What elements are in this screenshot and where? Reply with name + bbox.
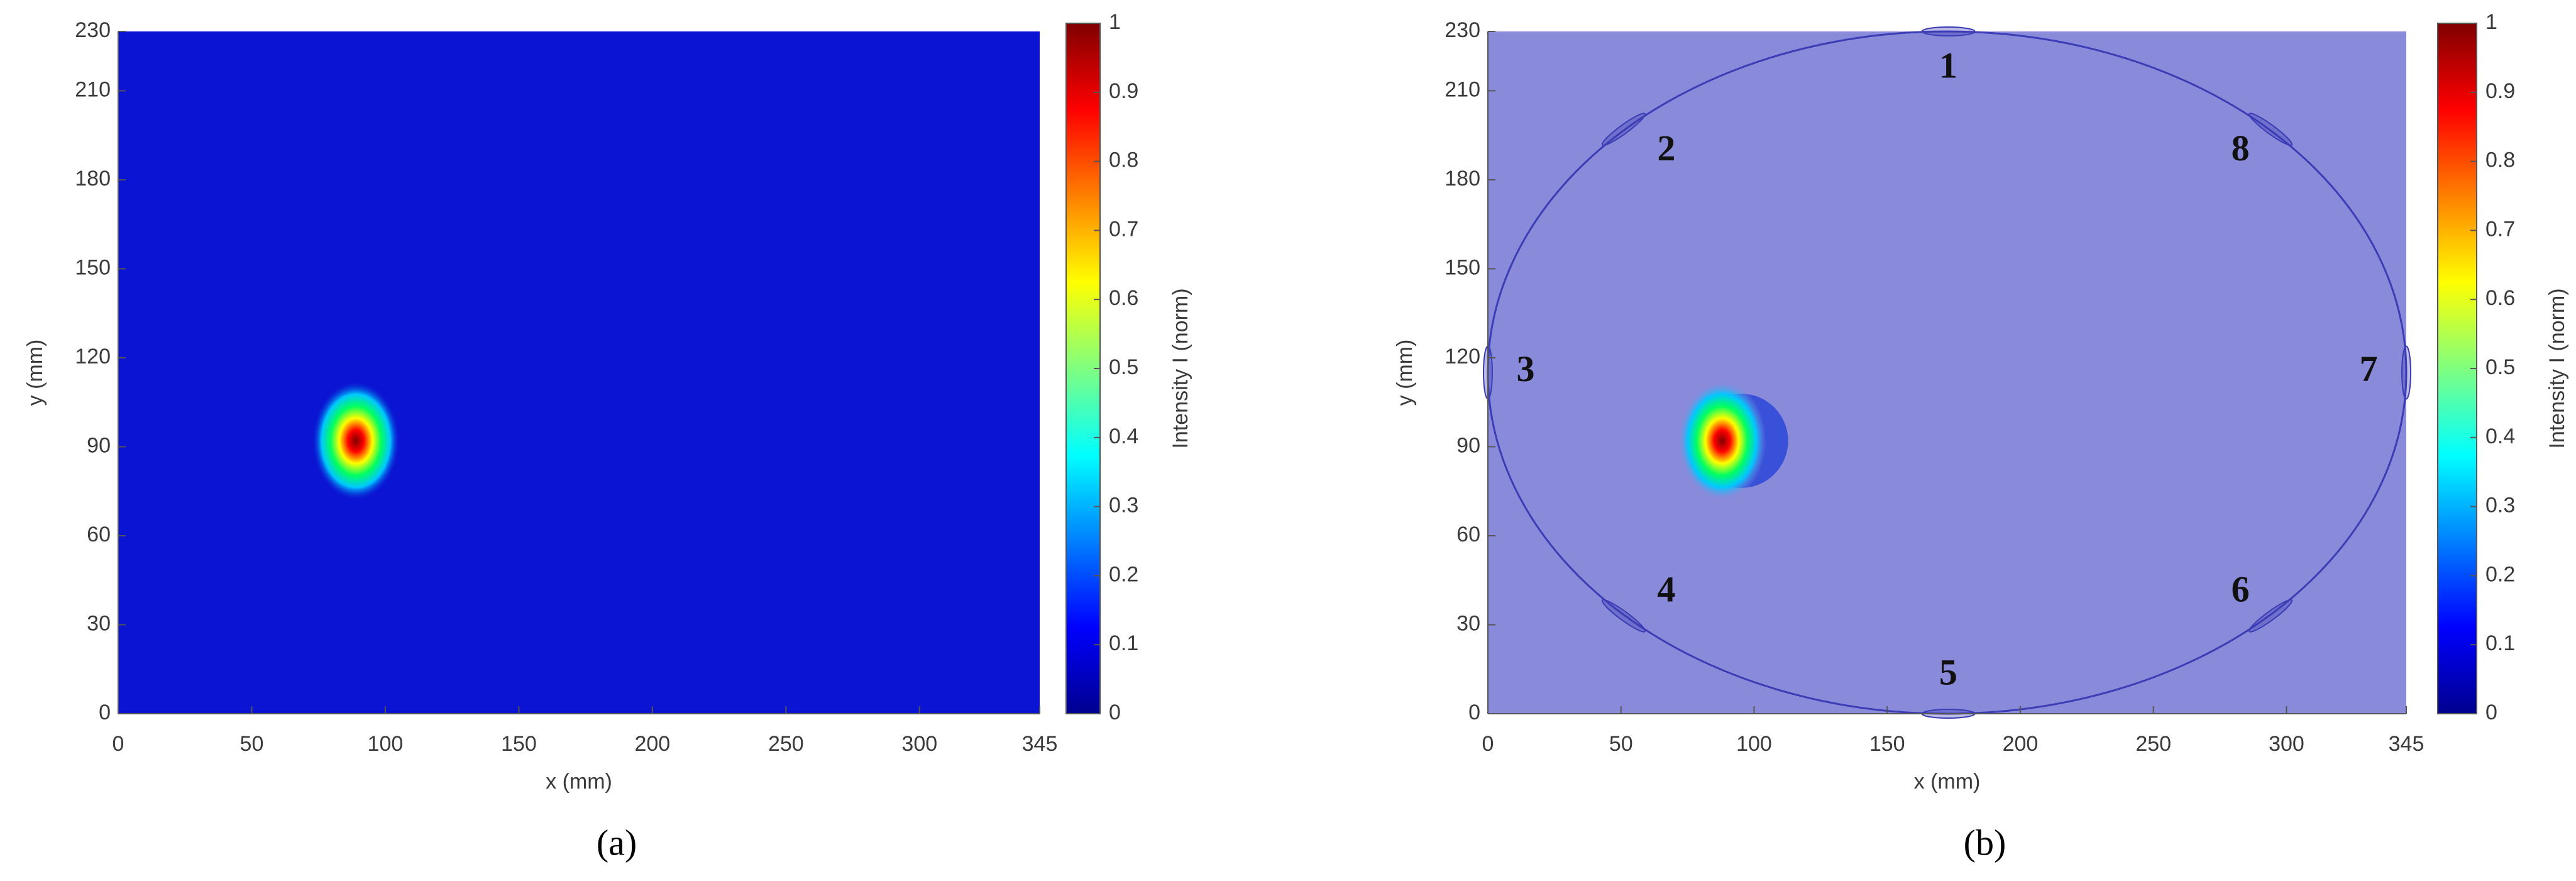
colorbar-tick-label: 0.5 (2485, 355, 2515, 379)
x-axis-label: x (mm) (546, 770, 612, 794)
x-tick-label: 250 (768, 732, 804, 756)
colorbar-tick-label: 0.6 (1109, 286, 1138, 310)
colorbar-tick-label: 0.3 (1109, 494, 1138, 518)
colorbar-tick-label: 0.9 (1109, 79, 1138, 103)
sensor (2401, 345, 2411, 400)
y-tick-label: 150 (75, 255, 111, 279)
colorbar-label: Intensity I (norm) (2545, 288, 2569, 448)
colorbar-tick-label: 0.8 (1109, 148, 1138, 172)
colorbar-tick-label: 0.5 (1109, 355, 1138, 379)
caption: (b) (1964, 822, 2006, 863)
colorbar-tick-label: 0 (1109, 701, 1121, 724)
y-tick-label: 90 (87, 433, 111, 457)
colorbar-tick-label: 0.8 (2485, 148, 2515, 172)
y-tick-label: 230 (75, 18, 111, 42)
x-tick-label: 300 (901, 732, 937, 756)
y-tick-label: 150 (1445, 255, 1480, 279)
colorbar-tick-label: 0.3 (2485, 494, 2515, 518)
sensor (2248, 599, 2293, 633)
sensor-label: 5 (1939, 651, 1957, 692)
y-tick-label: 180 (1445, 167, 1480, 191)
x-tick-label: 200 (2003, 732, 2039, 756)
x-tick-label: 50 (1609, 732, 1633, 756)
colorbar (2437, 23, 2477, 714)
colorbar-tick-label: 0.4 (2485, 424, 2515, 448)
colorbar-label: Intensity I (norm) (1169, 288, 1192, 448)
colorbar-tick-label: 0.7 (1109, 217, 1138, 241)
y-tick-label: 230 (1445, 18, 1480, 42)
sensor-label: 7 (2360, 348, 2378, 389)
x-tick-label: 345 (2389, 732, 2425, 756)
x-tick-label: 100 (368, 732, 404, 756)
colorbar-tick-label: 0.2 (1109, 562, 1138, 586)
x-tick-label: 300 (2269, 732, 2304, 756)
y-tick-label: 210 (75, 77, 111, 101)
caption: (a) (597, 822, 637, 863)
sensor-label: 1 (1939, 45, 1957, 86)
y-tick-label: 120 (1445, 345, 1480, 368)
colorbar-tick-label: 1 (1109, 10, 1121, 34)
sensor-label: 8 (2232, 128, 2250, 169)
x-tick-label: 150 (501, 732, 537, 756)
colorbar-tick-label: 0.6 (2485, 286, 2515, 310)
colorbar-tick-label: 0 (2485, 701, 2497, 724)
x-axis-label: x (mm) (1914, 770, 1981, 794)
colorbar-tick-label: 0.9 (2485, 79, 2515, 103)
x-tick-label: 0 (113, 732, 124, 756)
sensor (1601, 599, 1646, 633)
colorbar-tick-label: 0.2 (2485, 562, 2515, 586)
y-tick-label: 30 (87, 611, 111, 635)
plot-background (118, 31, 1040, 714)
sensor (1601, 113, 1646, 147)
y-tick-label: 60 (87, 523, 111, 546)
y-tick-label: 210 (1445, 77, 1480, 101)
colorbar-tick-label: 0.7 (2485, 217, 2515, 241)
y-tick-label: 120 (75, 345, 111, 368)
y-tick-label: 0 (1468, 701, 1480, 724)
sensor (2248, 113, 2293, 147)
y-tick-label: 180 (75, 167, 111, 191)
x-tick-label: 250 (2135, 732, 2171, 756)
x-tick-label: 150 (1869, 732, 1905, 756)
x-tick-label: 100 (1736, 732, 1772, 756)
plot-background (1488, 31, 2406, 714)
y-axis-label: y (mm) (23, 340, 47, 406)
x-tick-label: 50 (240, 732, 264, 756)
colorbar-tick-label: 1 (2485, 10, 2497, 34)
x-tick-label: 200 (634, 732, 670, 756)
y-tick-label: 90 (1456, 433, 1480, 457)
y-tick-label: 0 (99, 701, 111, 724)
intensity-peak (1678, 381, 1766, 501)
x-tick-label: 0 (1482, 732, 1494, 756)
colorbar-tick-label: 0.4 (1109, 424, 1138, 448)
sensor-label: 2 (1657, 128, 1675, 169)
colorbar-tick-label: 0.1 (2485, 631, 2515, 655)
intensity-peak (312, 381, 400, 501)
sensor-label: 4 (1657, 569, 1675, 610)
sensor (1921, 26, 1976, 37)
sensor-label: 6 (2232, 569, 2250, 610)
y-tick-label: 60 (1456, 523, 1480, 546)
x-tick-label: 345 (1022, 732, 1058, 756)
y-tick-label: 30 (1456, 611, 1480, 635)
sensor-label: 3 (1517, 348, 1535, 389)
y-axis-label: y (mm) (1393, 340, 1417, 406)
colorbar-tick-label: 0.1 (1109, 631, 1138, 655)
